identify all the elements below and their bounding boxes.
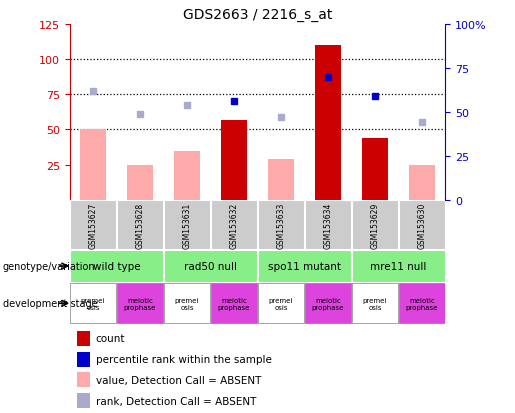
Text: rank, Detection Call = ABSENT: rank, Detection Call = ABSENT (96, 396, 256, 406)
Text: count: count (96, 334, 125, 344)
Text: wild type: wild type (93, 261, 140, 271)
Bar (259, 251, 351, 282)
Bar (77, 331, 90, 346)
Text: GSM153629: GSM153629 (370, 202, 380, 248)
Text: premei
osis: premei osis (363, 297, 387, 310)
Text: GSM153627: GSM153627 (89, 202, 97, 248)
Bar (80, 130, 106, 200)
Bar (77, 393, 90, 408)
Text: GSM153630: GSM153630 (418, 202, 426, 248)
Text: meiotic
prophase: meiotic prophase (124, 297, 156, 310)
Bar (77, 352, 90, 367)
Bar (77, 373, 90, 387)
Bar (212, 284, 256, 323)
Text: GSM153631: GSM153631 (182, 202, 192, 248)
Text: mre11 null: mre11 null (370, 261, 426, 271)
Bar (352, 284, 398, 323)
Text: value, Detection Call = ABSENT: value, Detection Call = ABSENT (96, 375, 261, 385)
Text: GSM153628: GSM153628 (135, 202, 145, 248)
Bar (352, 251, 444, 282)
Bar (212, 200, 256, 250)
Bar (268, 159, 294, 200)
Text: genotype/variation: genotype/variation (3, 261, 95, 271)
Bar (174, 151, 200, 200)
Bar (259, 200, 303, 250)
Bar (221, 120, 247, 200)
Text: meiotic
prophase: meiotic prophase (312, 297, 344, 310)
Bar (164, 200, 210, 250)
Bar (164, 284, 210, 323)
Bar (305, 200, 351, 250)
Text: GSM153632: GSM153632 (230, 202, 238, 248)
Bar (362, 138, 388, 200)
Bar (315, 46, 341, 200)
Text: meiotic
prophase: meiotic prophase (406, 297, 438, 310)
Text: premei
osis: premei osis (81, 297, 105, 310)
Bar (305, 284, 351, 323)
Bar (400, 284, 444, 323)
Bar (71, 251, 163, 282)
Bar (127, 165, 153, 200)
Bar (117, 200, 163, 250)
Bar (71, 284, 115, 323)
Text: premei
osis: premei osis (269, 297, 293, 310)
Text: rad50 null: rad50 null (184, 261, 237, 271)
Text: GSM153633: GSM153633 (277, 202, 285, 248)
Bar (71, 200, 115, 250)
Text: GSM153634: GSM153634 (323, 202, 333, 248)
Bar (409, 165, 435, 200)
Bar (400, 200, 444, 250)
Text: premei
osis: premei osis (175, 297, 199, 310)
Text: development stage: development stage (3, 299, 97, 309)
Bar (117, 284, 163, 323)
Text: percentile rank within the sample: percentile rank within the sample (96, 354, 272, 364)
Text: meiotic
prophase: meiotic prophase (218, 297, 250, 310)
Bar (164, 251, 256, 282)
Bar (259, 284, 303, 323)
Bar (352, 200, 398, 250)
Title: GDS2663 / 2216_s_at: GDS2663 / 2216_s_at (183, 8, 332, 22)
Text: spo11 mutant: spo11 mutant (268, 261, 341, 271)
